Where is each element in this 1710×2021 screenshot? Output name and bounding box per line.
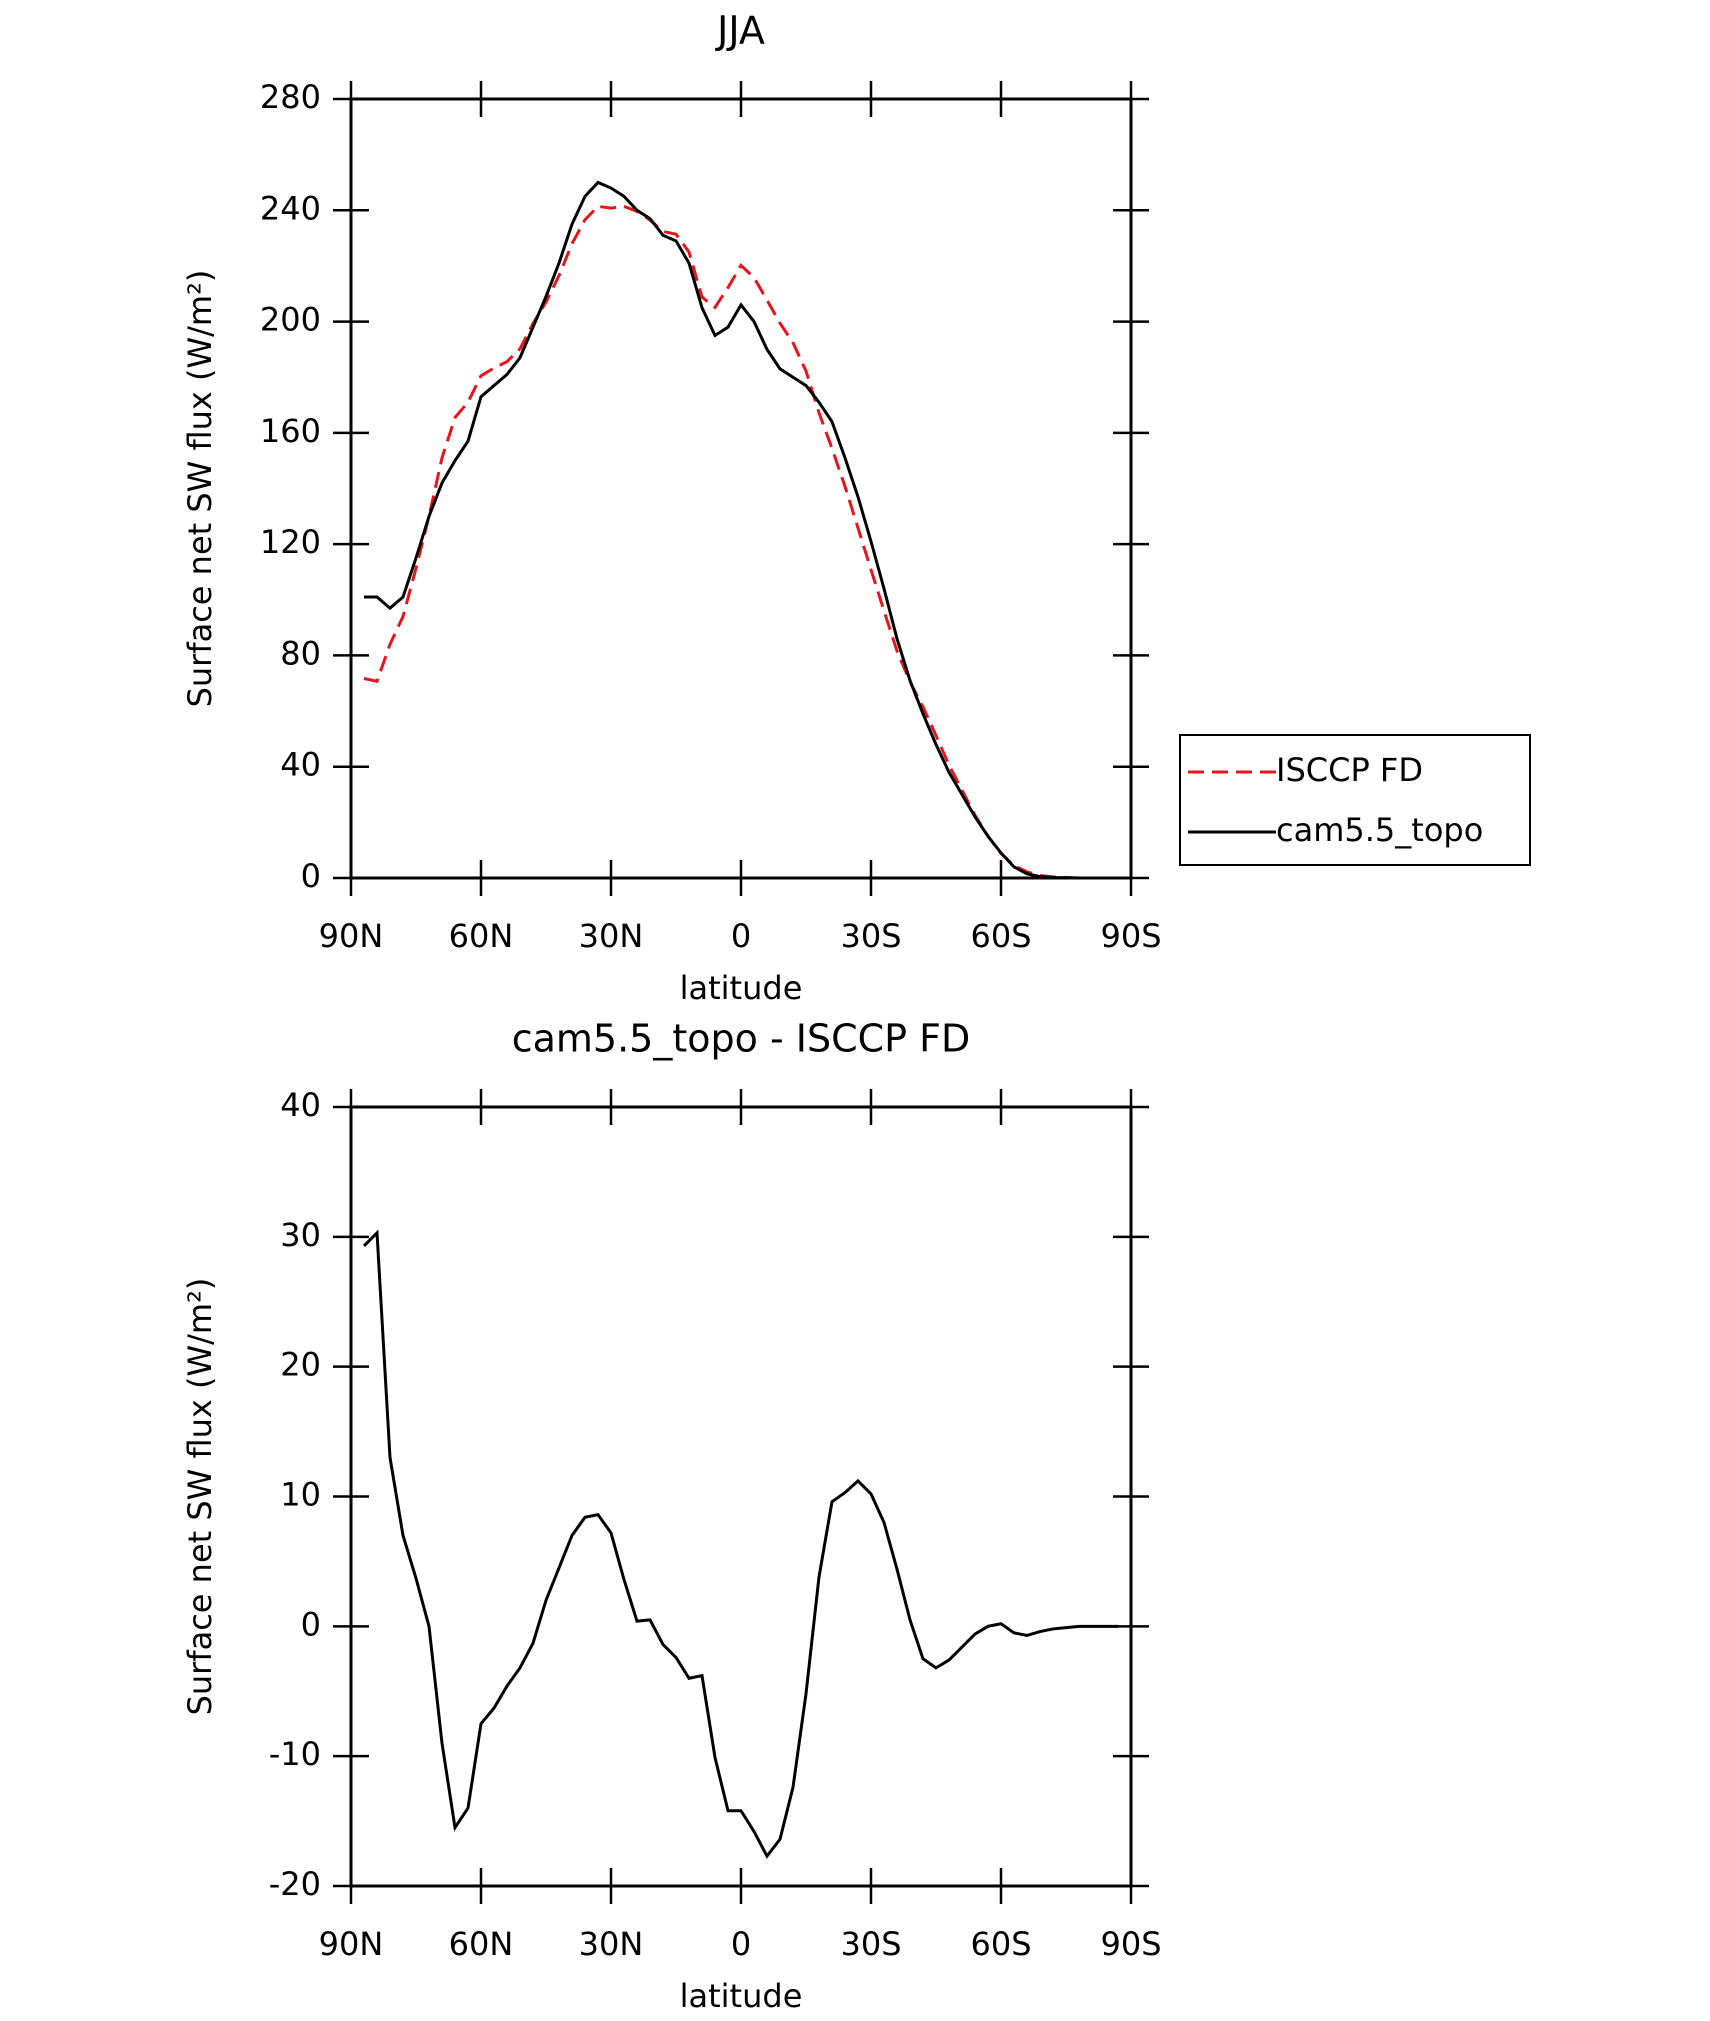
y-tick-label: 80	[280, 634, 321, 672]
y-axis-label: Surface net SW flux (W/m²)	[181, 270, 219, 708]
x-tick-label: 30S	[840, 917, 901, 955]
x-tick-label: 60N	[449, 917, 514, 955]
x-axis-label: latitude	[680, 1977, 803, 2015]
x-tick-label: 30N	[579, 917, 644, 955]
y-tick-label: 120	[260, 523, 321, 561]
series-line	[364, 180, 1118, 880]
y-tick-label: 0	[301, 1605, 321, 1643]
y-tick-label: 10	[280, 1476, 321, 1514]
plot-frame	[349, 97, 1133, 880]
y-axis-label: Surface net SW flux (W/m²)	[181, 1278, 219, 1716]
plot-frame	[349, 1105, 1133, 1888]
y-tick-label: 40	[280, 1086, 321, 1124]
x-axis-label: latitude	[680, 969, 803, 1007]
x-tick-label: 60S	[970, 917, 1031, 955]
legend-box	[1179, 734, 1531, 866]
legend-label: cam5.5_topo	[1276, 811, 1483, 849]
y-tick-label: -10	[269, 1735, 321, 1773]
y-tick-label: 20	[280, 1346, 321, 1384]
y-tick-label: 200	[260, 301, 321, 339]
x-tick-label: 90N	[319, 917, 384, 955]
y-tick-label: 240	[260, 189, 321, 227]
y-tick-label: 280	[260, 78, 321, 116]
x-tick-label: 60N	[449, 1925, 514, 1963]
x-tick-label: 90S	[1100, 1925, 1161, 1963]
y-tick-label: 160	[260, 412, 321, 450]
chart-title: cam5.5_topo - ISCCP FD	[512, 1017, 971, 1061]
chart-title: JJA	[715, 9, 765, 53]
x-tick-label: 0	[731, 917, 751, 955]
x-tick-label: 90N	[319, 1925, 384, 1963]
series-line	[362, 1229, 1118, 1859]
y-tick-label: -20	[269, 1865, 321, 1903]
legend-label: ISCCP FD	[1276, 751, 1423, 789]
x-tick-label: 60S	[970, 1925, 1031, 1963]
y-tick-label: 0	[301, 857, 321, 895]
x-tick-label: 90S	[1100, 917, 1161, 955]
x-tick-label: 30N	[579, 1925, 644, 1963]
x-tick-label: 30S	[840, 1925, 901, 1963]
x-tick-label: 0	[731, 1925, 751, 1963]
y-tick-label: 30	[280, 1216, 321, 1254]
y-tick-label: 40	[280, 746, 321, 784]
